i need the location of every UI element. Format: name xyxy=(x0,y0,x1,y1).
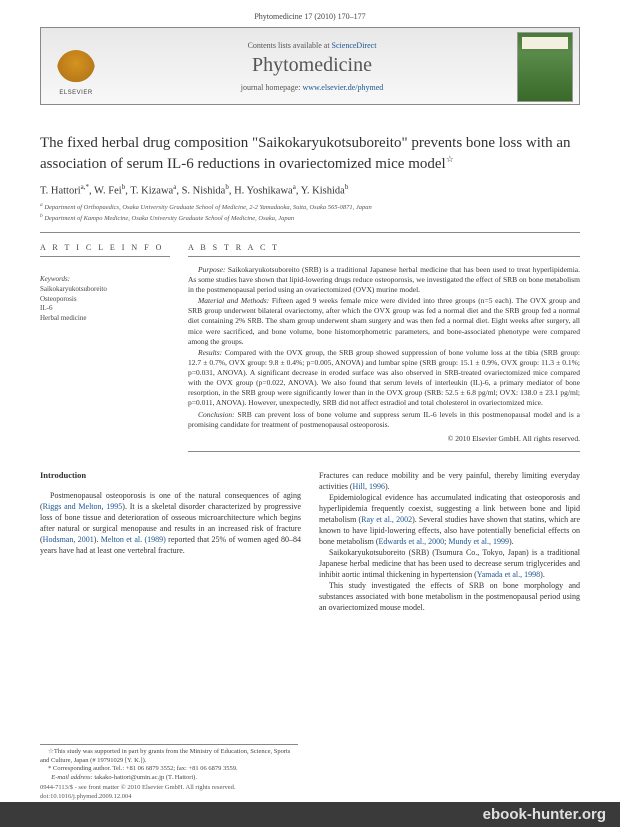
banner-right xyxy=(513,28,579,104)
keyword: Herbal medicine xyxy=(40,314,170,324)
title-text: The fixed herbal drug composition "Saiko… xyxy=(40,135,570,172)
doi-line: doi:10.1016/j.phymed.2009.12.004 xyxy=(40,793,580,801)
elsevier-tree-icon xyxy=(57,50,95,88)
abstract-body: Purpose: Saikokaryukotsuboreito (SRB) is… xyxy=(188,265,580,452)
introduction-heading: Introduction xyxy=(40,470,301,482)
contents-prefix: Contents lists available at xyxy=(248,41,332,50)
homepage-prefix: journal homepage: xyxy=(241,83,303,92)
keyword: IL-6 xyxy=(40,304,170,314)
abstract-heading: A B S T R A C T xyxy=(188,243,580,257)
lead: Conclusion: xyxy=(198,410,235,419)
footnote-block: ☆This study was supported in part by gra… xyxy=(40,744,298,783)
keyword: Saikokaryukotsuboreito xyxy=(40,285,170,295)
banner-center: Contents lists available at ScienceDirec… xyxy=(111,28,513,104)
lead: Material and Methods: xyxy=(198,296,269,305)
t: ). xyxy=(94,535,101,544)
article-title: The fixed herbal drug composition "Saiko… xyxy=(40,133,580,175)
title-footnote-star: ☆ xyxy=(446,154,454,164)
info-abstract-row: A R T I C L E I N F O Keywords: Saikokar… xyxy=(40,233,580,452)
affiliation-text: Department of Kampo Medicine, Osaka Univ… xyxy=(44,215,294,222)
keywords-list: Saikokaryukotsuboreito Osteoporosis IL-6… xyxy=(40,285,170,324)
email-text: takako-hattori@umin.ac.jp (T. Hattori). xyxy=(94,774,197,781)
article-info-heading: A R T I C L E I N F O xyxy=(40,243,170,257)
watermark: ebook-hunter.org xyxy=(0,802,620,827)
affiliation-text: Department of Orthopaedics, Osaka Univer… xyxy=(44,204,371,211)
article-info-column: A R T I C L E I N F O Keywords: Saikokar… xyxy=(40,233,170,452)
t: ). xyxy=(385,482,390,491)
abstract-copyright: © 2010 Elsevier GmbH. All rights reserve… xyxy=(188,434,580,444)
body-column-left: Introduction Postmenopausal osteoporosis… xyxy=(40,470,301,613)
citation-link[interactable]: Hill, 1996 xyxy=(353,482,385,491)
bottom-bar: 0944-7113/$ - see front matter © 2010 El… xyxy=(40,784,580,801)
citation-link[interactable]: Edwards et al., 2000 xyxy=(379,537,445,546)
abstract-methods: Material and Methods: Fifteen aged 9 wee… xyxy=(188,296,580,347)
footnote-corresponding: * Corresponding author. Tel.: +81 06 687… xyxy=(40,765,298,774)
citation-link[interactable]: Ray et al., 2002 xyxy=(361,515,412,524)
journal-banner: ELSEVIER Contents lists available at Sci… xyxy=(40,27,580,105)
elsevier-logo: ELSEVIER xyxy=(52,50,100,100)
abstract-purpose: Purpose: Saikokaryukotsuboreito (SRB) is… xyxy=(188,265,580,295)
body-column-right: Fractures can reduce mobility and be ver… xyxy=(319,470,580,613)
authors-line: T. Hattoria,*, W. Feib, T. Kizawaa, S. N… xyxy=(40,183,580,197)
body-paragraph: Fractures can reduce mobility and be ver… xyxy=(319,470,580,492)
homepage-link[interactable]: www.elsevier.de/phymed xyxy=(302,83,383,92)
homepage-line: journal homepage: www.elsevier.de/phymed xyxy=(241,83,384,92)
running-head: Phytomedicine 17 (2010) 170–177 xyxy=(0,0,620,27)
publisher-logo-region: ELSEVIER xyxy=(41,28,111,104)
citation-link[interactable]: Mundy et al., 1999 xyxy=(448,537,509,546)
lead: Results: xyxy=(198,348,222,357)
footnote-email: E-mail address: takako-hattori@umin.ac.j… xyxy=(40,774,298,783)
abstract-column: A B S T R A C T Purpose: Saikokaryukotsu… xyxy=(188,233,580,452)
lead: Purpose: xyxy=(198,265,226,274)
t: ). xyxy=(540,570,545,579)
intro-paragraph: Postmenopausal osteoporosis is one of th… xyxy=(40,490,301,556)
abstract-conclusion: Conclusion: SRB can prevent loss of bone… xyxy=(188,410,580,430)
citation-link[interactable]: Yamada et al., 1998 xyxy=(477,570,540,579)
affiliations: a Department of Orthopaedics, Osaka Univ… xyxy=(40,202,580,224)
sciencedirect-link[interactable]: ScienceDirect xyxy=(332,41,377,50)
journal-name: Phytomedicine xyxy=(252,54,372,77)
body-paragraph: Epidemiological evidence has accumulated… xyxy=(319,492,580,547)
front-matter-line: 0944-7113/$ - see front matter © 2010 El… xyxy=(40,784,580,792)
citation-link[interactable]: Melton et al. (1989) xyxy=(101,535,166,544)
publisher-name: ELSEVIER xyxy=(59,90,92,96)
affiliation-b: b Department of Kampo Medicine, Osaka Un… xyxy=(40,213,580,224)
t: ). xyxy=(509,537,514,546)
body-paragraph: This study investigated the effects of S… xyxy=(319,580,580,613)
body-columns: Introduction Postmenopausal osteoporosis… xyxy=(40,470,580,613)
journal-cover-thumbnail xyxy=(517,32,573,102)
abstract-results: Results: Compared with the OVX group, th… xyxy=(188,348,580,409)
affiliation-a: a Department of Orthopaedics, Osaka Univ… xyxy=(40,202,580,213)
contents-line: Contents lists available at ScienceDirec… xyxy=(248,41,377,50)
body-paragraph: Saikokaryukotsuboreito (SRB) (Tsumura Co… xyxy=(319,547,580,580)
footnote-funding: ☆This study was supported in part by gra… xyxy=(40,748,298,766)
citation-link[interactable]: Hodsman, 2001 xyxy=(43,535,94,544)
citation-link[interactable]: Riggs and Melton, 1995 xyxy=(43,502,123,511)
keywords-label: Keywords: xyxy=(40,275,170,283)
keyword: Osteoporosis xyxy=(40,295,170,305)
